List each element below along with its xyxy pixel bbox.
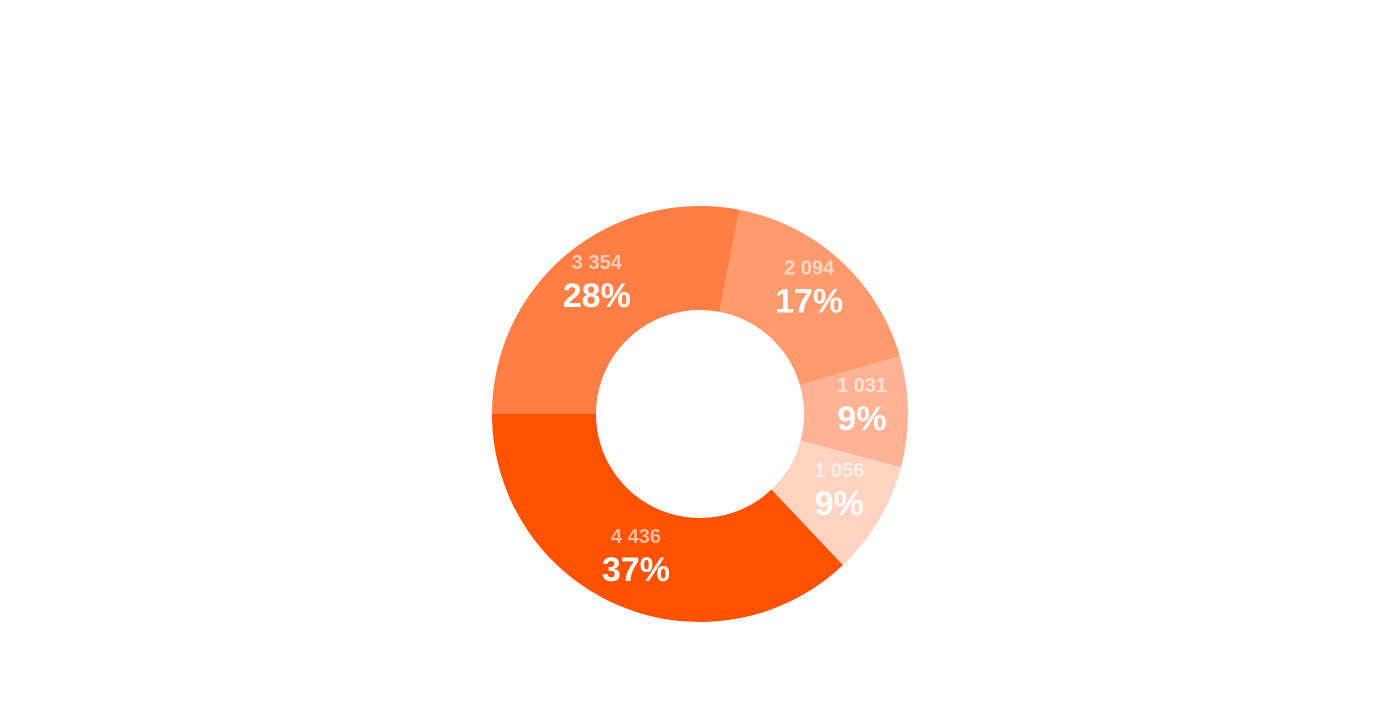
donut-slice-3 <box>771 440 902 566</box>
donut-labels: 3 354 28% 2 094 17% 1 031 9% 1 056 9% 4 436 37% <box>563 252 887 589</box>
slice-value-label-3: 1 056 <box>814 460 864 482</box>
slice-percent-label-1: 17% <box>775 282 843 320</box>
slice-percent-label-0: 28% <box>563 277 631 315</box>
slice-value-label-4: 4 436 <box>611 526 661 548</box>
donut-slice-2 <box>799 356 908 468</box>
slice-value-label-0: 3 354 <box>572 252 623 274</box>
donut-slices <box>492 205 908 622</box>
slice-percent-label-2: 9% <box>837 400 886 438</box>
slice-value-label-2: 1 031 <box>837 375 887 397</box>
slice-percent-label-3: 9% <box>815 485 864 523</box>
donut-slice-1 <box>719 209 900 386</box>
donut-slice-4 <box>492 414 843 622</box>
slice-percent-label-4: 37% <box>602 551 670 589</box>
slice-value-label-1: 2 094 <box>784 257 835 279</box>
donut-slice-0 <box>492 205 740 414</box>
